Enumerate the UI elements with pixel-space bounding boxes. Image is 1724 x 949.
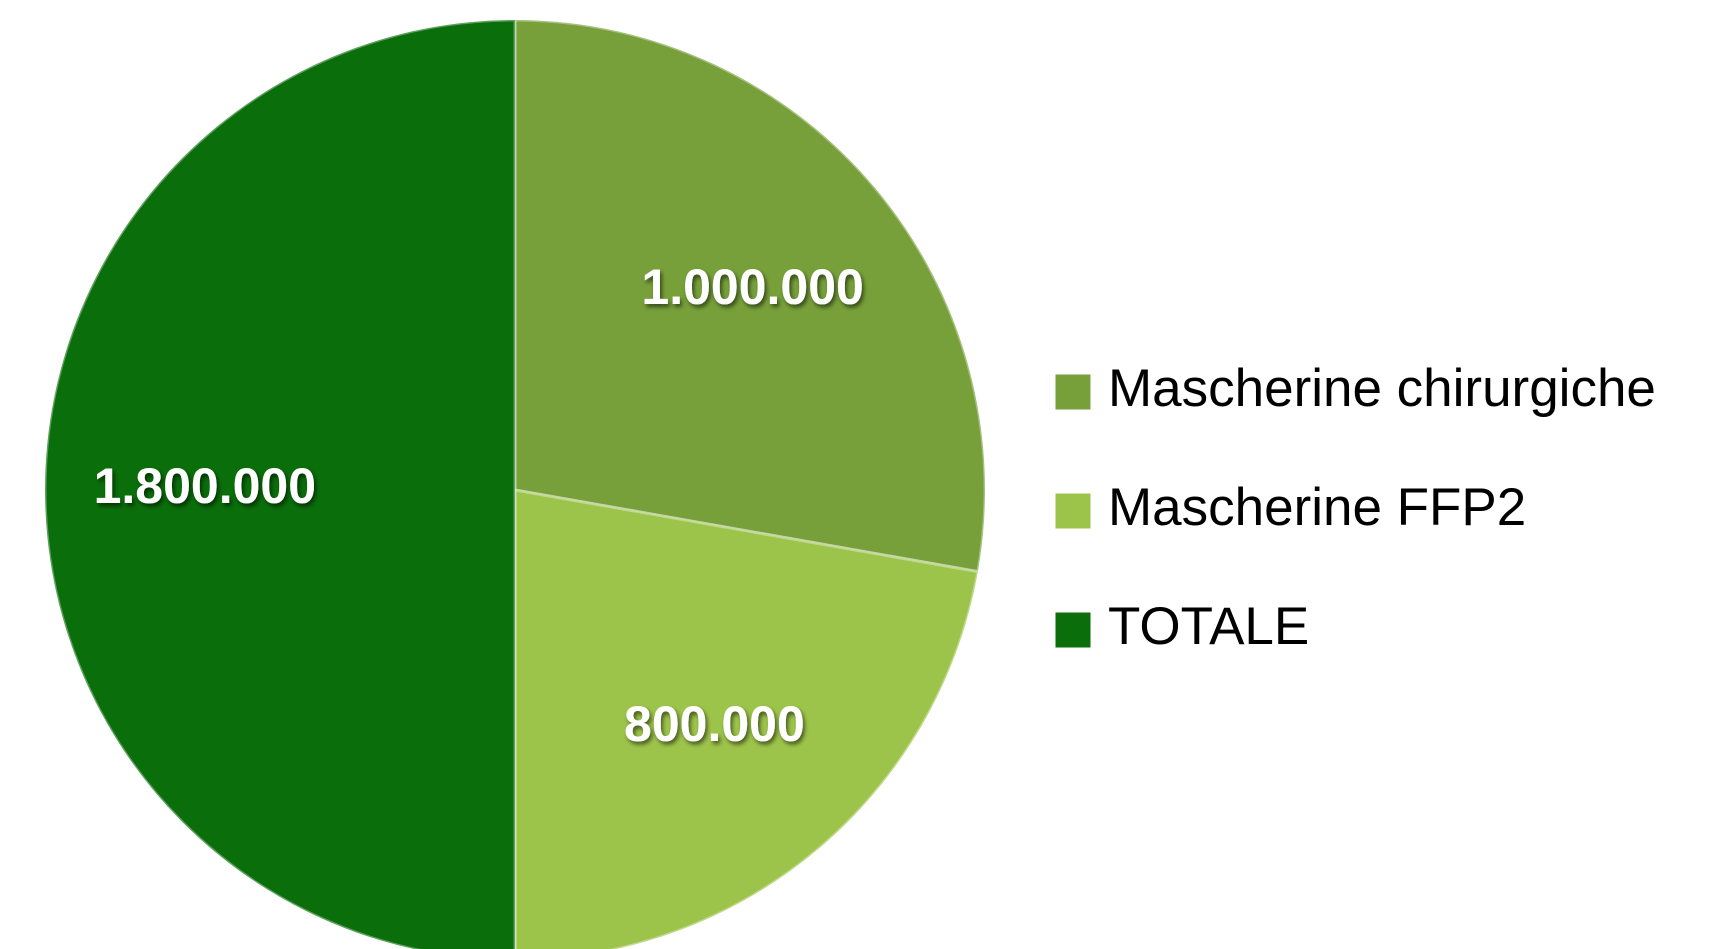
pie-slice — [513, 488, 980, 949]
value-label: 1.000.000 — [641, 259, 863, 315]
legend-label: TOTALE — [1108, 597, 1309, 656]
legend-label: Mascherine FFP2 — [1108, 478, 1526, 537]
value-labels: 1.000.000 800.000 1.800.000 — [94, 259, 864, 752]
pie-slice — [43, 18, 517, 949]
legend-swatch — [1054, 611, 1092, 649]
legend: Mascherine chirurgiche Mascherine FFP2 TOT… — [1054, 359, 1656, 656]
pie — [43, 18, 987, 949]
legend-label: Mascherine chirurgiche — [1108, 359, 1656, 418]
legend-swatch — [1054, 492, 1092, 530]
pie-slice — [513, 18, 987, 574]
legend-swatch — [1054, 373, 1092, 411]
value-label: 1.800.000 — [94, 458, 316, 514]
value-label: 800.000 — [624, 696, 805, 752]
